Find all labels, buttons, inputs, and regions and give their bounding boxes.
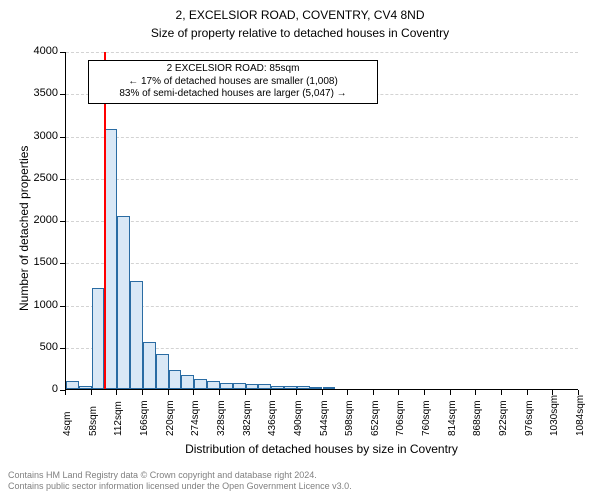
footer-credits: Contains HM Land Registry data © Crown c… [8,470,600,493]
y-tick-label: 4000 [20,45,58,57]
x-tick-label: 166sqm [139,400,150,436]
y-tick [60,94,65,95]
y-tick [60,263,65,264]
x-tick-label: 4sqm [62,412,73,436]
bar [156,354,169,389]
y-tick [60,137,65,138]
x-tick-label: 274sqm [190,400,201,436]
bar [92,288,105,389]
page-subtitle: Size of property relative to detached ho… [0,26,600,40]
bar [271,386,284,389]
y-tick [60,221,65,222]
x-tick-label: 328sqm [216,400,227,436]
x-tick-label: 382sqm [242,400,253,436]
y-tick-label: 2000 [20,214,58,226]
y-tick [60,306,65,307]
bar [169,370,182,389]
bar [181,375,194,389]
y-tick-label: 0 [20,383,58,395]
x-tick-label: 868sqm [472,400,483,436]
x-tick-label: 544sqm [319,400,330,436]
x-tick-label: 922sqm [498,400,509,436]
bar [258,384,271,389]
annotation-line: ← 17% of detached houses are smaller (1,… [93,76,373,89]
x-tick-label: 58sqm [88,406,99,436]
y-tick-label: 1500 [20,256,58,268]
x-tick-label: 598sqm [344,400,355,436]
bar [117,216,130,389]
y-tick-label: 3000 [20,130,58,142]
x-tick-label: 1084sqm [575,395,586,436]
x-tick-label: 490sqm [293,400,304,436]
bar [246,384,259,389]
y-tick-label: 3500 [20,87,58,99]
annotation-box: 2 EXCELSIOR ROAD: 85sqm← 17% of detached… [88,60,378,104]
footer-line: Contains HM Land Registry data © Crown c… [8,470,600,481]
bar [194,379,207,389]
x-tick-label: 760sqm [421,400,432,436]
bar [79,386,92,389]
x-tick-label: 220sqm [165,400,176,436]
bar [323,387,336,389]
y-tick-label: 1000 [20,299,58,311]
y-axis-label: Number of detached properties [17,146,31,311]
bar [66,381,79,389]
y-tick-label: 500 [20,341,58,353]
x-axis-label: Distribution of detached houses by size … [65,442,578,456]
chart-plot-area: 2 EXCELSIOR ROAD: 85sqm← 17% of detached… [65,52,578,390]
title-line-1: 2, EXCELSIOR ROAD, COVENTRY, CV4 8ND [176,8,425,22]
bar [143,342,156,389]
x-tick-label: 652sqm [370,400,381,436]
y-tick [60,348,65,349]
x-tick-label: 814sqm [447,400,458,436]
bar [130,281,143,389]
x-tick-label: 1030sqm [549,395,560,436]
bar [284,386,297,389]
annotation-line: 2 EXCELSIOR ROAD: 85sqm [93,63,373,76]
y-tick [60,52,65,53]
footer-line: Contains public sector information licen… [8,481,600,492]
bar [220,383,233,389]
page-title: 2, EXCELSIOR ROAD, COVENTRY, CV4 8ND [0,8,600,22]
bar [207,381,220,389]
title-line-2: Size of property relative to detached ho… [151,26,449,40]
bar [297,386,310,389]
x-tick-label: 112sqm [113,401,124,436]
x-tick-label: 706sqm [395,400,406,436]
bar [233,383,246,389]
x-tick-label: 976sqm [524,400,535,436]
x-tick-label: 436sqm [267,400,278,436]
y-tick-label: 2500 [20,172,58,184]
y-tick [60,179,65,180]
bar [310,387,323,389]
annotation-line: 83% of semi-detached houses are larger (… [93,88,373,101]
